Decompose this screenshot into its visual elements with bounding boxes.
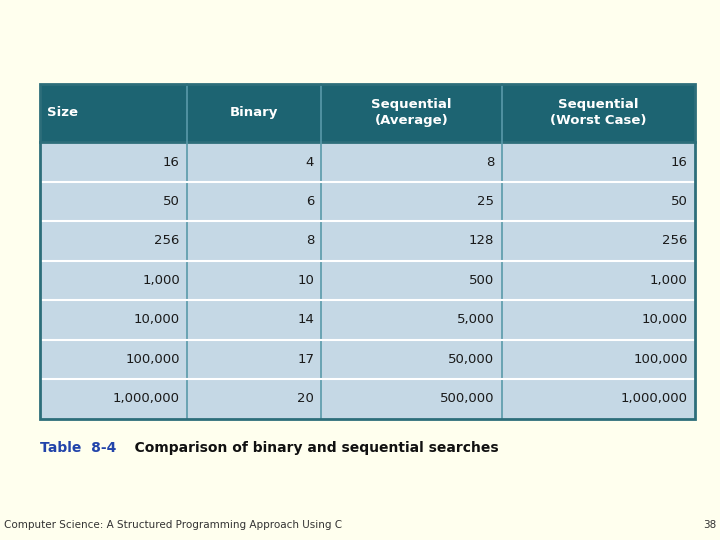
Text: 8: 8: [486, 156, 495, 168]
Text: Sequential
(Worst Case): Sequential (Worst Case): [550, 98, 647, 127]
Text: 6: 6: [306, 195, 314, 208]
Text: 1,000,000: 1,000,000: [621, 392, 688, 406]
Text: 50,000: 50,000: [448, 353, 495, 366]
Text: 100,000: 100,000: [125, 353, 180, 366]
Text: 50: 50: [671, 195, 688, 208]
Text: 38: 38: [703, 520, 716, 530]
Text: 4: 4: [306, 156, 314, 168]
Text: 10,000: 10,000: [134, 313, 180, 326]
Text: Size: Size: [47, 106, 78, 119]
Text: 8: 8: [306, 234, 314, 247]
Text: 10,000: 10,000: [642, 313, 688, 326]
Text: 1,000: 1,000: [142, 274, 180, 287]
Text: 25: 25: [477, 195, 495, 208]
Text: Binary: Binary: [230, 106, 279, 119]
Text: 16: 16: [671, 156, 688, 168]
Text: 50: 50: [163, 195, 180, 208]
Text: 14: 14: [297, 313, 314, 326]
Text: 20: 20: [297, 392, 314, 406]
Text: 500: 500: [469, 274, 495, 287]
Text: 128: 128: [469, 234, 495, 247]
Text: 100,000: 100,000: [633, 353, 688, 366]
Text: 17: 17: [297, 353, 314, 366]
Text: Table  8-4: Table 8-4: [40, 441, 116, 455]
Text: 256: 256: [155, 234, 180, 247]
Text: 500,000: 500,000: [440, 392, 495, 406]
Text: 256: 256: [662, 234, 688, 247]
Text: Computer Science: A Structured Programming Approach Using C: Computer Science: A Structured Programmi…: [4, 520, 342, 530]
Text: 10: 10: [297, 274, 314, 287]
Text: 1,000,000: 1,000,000: [113, 392, 180, 406]
Text: Sequential
(Average): Sequential (Average): [372, 98, 451, 127]
Text: Comparison of binary and sequential searches: Comparison of binary and sequential sear…: [115, 441, 499, 455]
Text: 16: 16: [163, 156, 180, 168]
Text: 1,000: 1,000: [650, 274, 688, 287]
Text: 5,000: 5,000: [456, 313, 495, 326]
